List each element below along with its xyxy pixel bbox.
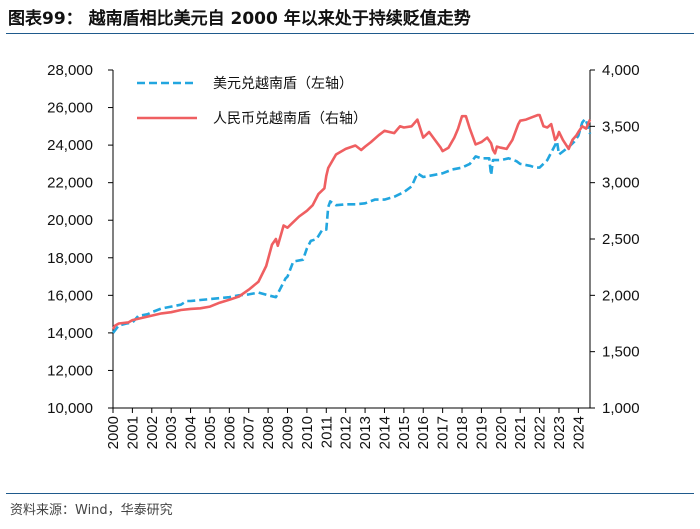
x-tick-label: 2002	[144, 416, 161, 449]
x-tick-label: 2009	[280, 416, 297, 449]
x-tick-label: 2020	[493, 416, 510, 449]
x-tick-label: 2015	[396, 416, 413, 449]
left-tick-label: 10,000	[47, 400, 93, 417]
right-axis-ticks: 1,000 1,500 2,000 2,500 3,000 3,500 4,000	[590, 62, 640, 417]
left-axis-ticks: 10,000 12,000 14,000 16,000 18,000 20,000 22,0…	[47, 62, 113, 417]
legend-label-usd: 美元兑越南盾（左轴）	[213, 76, 353, 92]
left-tick-label: 26,000	[47, 100, 93, 117]
x-tick-label: 2003	[163, 416, 180, 449]
left-tick-label: 24,000	[47, 137, 93, 154]
x-tick-label: 2016	[415, 416, 432, 449]
left-tick-label: 16,000	[47, 287, 93, 304]
legend-label-cny: 人民币兑越南盾（右轴）	[213, 111, 367, 127]
x-tick-label: 2000	[105, 416, 122, 449]
x-tick-label: 2004	[183, 416, 200, 449]
x-tick-label: 2013	[357, 416, 374, 449]
right-tick-label: 1,000	[602, 400, 640, 417]
right-tick-label: 2,500	[602, 231, 640, 248]
left-tick-label: 22,000	[47, 175, 93, 192]
x-tick-label: 2008	[260, 416, 277, 449]
right-tick-label: 4,000	[602, 62, 640, 79]
right-tick-label: 2,000	[602, 287, 640, 304]
x-tick-label: 2019	[473, 416, 490, 449]
chart-canvas: 10,000 12,000 14,000 16,000 18,000 20,000 22,0…	[47, 62, 640, 449]
x-tick-label: 2014	[376, 416, 393, 449]
cny-vnd-line	[111, 113, 592, 330]
x-tick-label: 2022	[532, 416, 549, 449]
x-tick-label: 2011	[318, 416, 335, 448]
x-tick-label: 2010	[299, 416, 316, 449]
x-axis-ticks: 2000 2001 2002 2003 2004 2005 2006 2007 2008 2009…	[105, 408, 587, 449]
right-tick-label: 3,500	[602, 118, 640, 135]
left-tick-label: 28,000	[47, 62, 93, 79]
x-tick-label: 2021	[512, 416, 529, 449]
x-tick-label: 2007	[241, 416, 258, 449]
left-tick-label: 20,000	[47, 212, 93, 229]
x-tick-label: 2017	[435, 416, 452, 449]
title-divider	[6, 33, 694, 34]
x-tick-label: 2018	[454, 416, 471, 449]
x-tick-label: 2005	[202, 416, 219, 449]
x-tick-label: 2023	[551, 416, 568, 449]
x-tick-label: 2024	[570, 416, 587, 449]
usd-vnd-line	[111, 117, 592, 334]
series-group	[111, 113, 592, 334]
left-tick-label: 12,000	[47, 362, 93, 379]
x-tick-label: 2006	[221, 416, 238, 449]
left-tick-label: 14,000	[47, 325, 93, 342]
source-note: 资料来源：Wind，华泰研究	[10, 503, 173, 518]
source-divider	[6, 493, 694, 494]
chart-title: 图表99： 越南盾相比美元自 2000 年以来处于持续贬值走势	[8, 9, 471, 29]
legend: 美元兑越南盾（左轴） 人民币兑越南盾（右轴）	[137, 76, 367, 127]
right-tick-label: 1,500	[602, 344, 640, 361]
x-tick-label: 2001	[124, 416, 141, 449]
x-tick-label: 2012	[338, 416, 355, 449]
right-tick-label: 3,000	[602, 175, 640, 192]
left-tick-label: 18,000	[47, 250, 93, 267]
